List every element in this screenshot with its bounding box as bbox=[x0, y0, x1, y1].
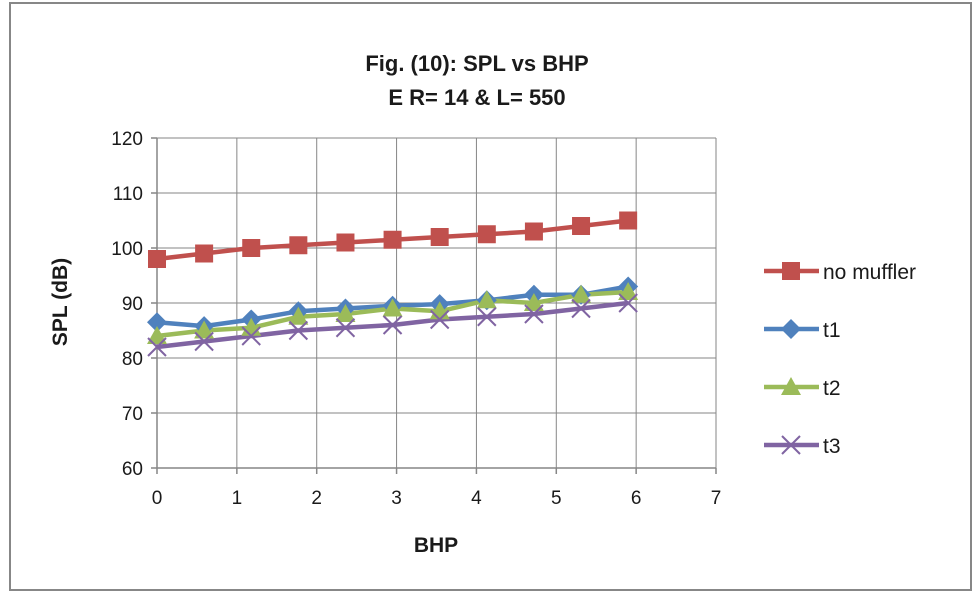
data-point-no-muffler bbox=[572, 217, 591, 235]
data-point-t3 bbox=[288, 320, 309, 341]
data-point-t2 bbox=[476, 290, 497, 309]
legend-swatch-marker bbox=[781, 435, 801, 455]
data-point-t3 bbox=[194, 331, 214, 352]
legend-item-no-muffler: no muffler bbox=[764, 261, 916, 284]
data-point-no-muffler bbox=[289, 236, 308, 255]
y-tick-label: 90 bbox=[122, 294, 143, 315]
y-tick-label: 110 bbox=[113, 184, 143, 205]
data-point-t2 bbox=[194, 320, 215, 339]
data-point-t1 bbox=[147, 312, 167, 333]
data-point-no-muffler bbox=[148, 250, 166, 268]
data-point-t3 bbox=[477, 307, 497, 327]
data-point-t2 bbox=[335, 304, 356, 322]
data-point-no-muffler bbox=[242, 239, 261, 257]
x-tick-label: 2 bbox=[311, 488, 322, 509]
data-point-t3 bbox=[571, 298, 591, 319]
x-tick-label: 7 bbox=[711, 488, 722, 509]
data-point-t3 bbox=[524, 304, 544, 324]
y-tick-label: 120 bbox=[111, 129, 143, 150]
data-point-t2 bbox=[571, 284, 592, 303]
x-tick-label: 4 bbox=[471, 488, 482, 509]
data-point-no-muffler bbox=[383, 230, 402, 249]
data-point-no-muffler bbox=[336, 233, 355, 252]
chart-title-line-2: E R= 14 & L= 550 bbox=[388, 85, 565, 110]
legend-item-t1: t1 bbox=[764, 319, 841, 342]
x-axis-title: BHP bbox=[414, 534, 458, 557]
axes bbox=[151, 137, 717, 474]
legend-swatch-marker bbox=[781, 319, 801, 339]
y-tick-label: 80 bbox=[122, 349, 143, 370]
legend-label: no muffler bbox=[823, 261, 916, 284]
data-point-t2 bbox=[618, 282, 639, 300]
data-point-t3 bbox=[335, 318, 356, 338]
data-point-no-muffler bbox=[430, 228, 449, 246]
x-tick-label: 1 bbox=[232, 488, 243, 509]
data-point-t3 bbox=[382, 315, 403, 335]
data-point-no-muffler bbox=[477, 225, 496, 244]
data-point-no-muffler bbox=[619, 211, 638, 230]
data-point-t3 bbox=[241, 326, 261, 346]
y-tick-label: 60 bbox=[122, 459, 143, 480]
data-point-t2 bbox=[523, 293, 544, 311]
series-markers bbox=[147, 211, 639, 357]
legend-label: t2 bbox=[823, 377, 841, 400]
data-point-no-muffler bbox=[524, 222, 543, 241]
data-point-t3 bbox=[429, 309, 450, 330]
legend-item-t3: t3 bbox=[764, 435, 841, 458]
x-tick-label: 3 bbox=[391, 488, 402, 509]
x-tick-label: 0 bbox=[152, 488, 163, 509]
y-tick-label: 70 bbox=[122, 404, 143, 425]
data-point-t3 bbox=[618, 293, 638, 313]
legend-item-t2: t2 bbox=[764, 377, 841, 400]
data-point-t3 bbox=[147, 337, 167, 357]
x-tick-label: 6 bbox=[631, 488, 642, 509]
legend: no muffler t1 t2 t3 bbox=[764, 261, 916, 458]
y-axis-title: SPL (dB) bbox=[49, 258, 72, 346]
data-point-t2 bbox=[382, 298, 403, 317]
y-tick-label: 100 bbox=[111, 239, 143, 260]
tick-labels: 60 70 80 90 100 110 120 0 1 2 3 4 5 6 7 bbox=[111, 129, 721, 509]
data-point-t2 bbox=[288, 306, 309, 325]
legend-swatch-marker bbox=[781, 377, 801, 395]
chart-title-line-1: Fig. (10): SPL vs BHP bbox=[365, 51, 588, 76]
legend-label: t1 bbox=[823, 319, 841, 342]
data-point-no-muffler bbox=[195, 244, 214, 263]
x-tick-label: 5 bbox=[551, 488, 562, 509]
legend-swatch-marker bbox=[782, 262, 800, 280]
data-point-t2 bbox=[147, 326, 167, 344]
legend-label: t3 bbox=[823, 435, 841, 458]
